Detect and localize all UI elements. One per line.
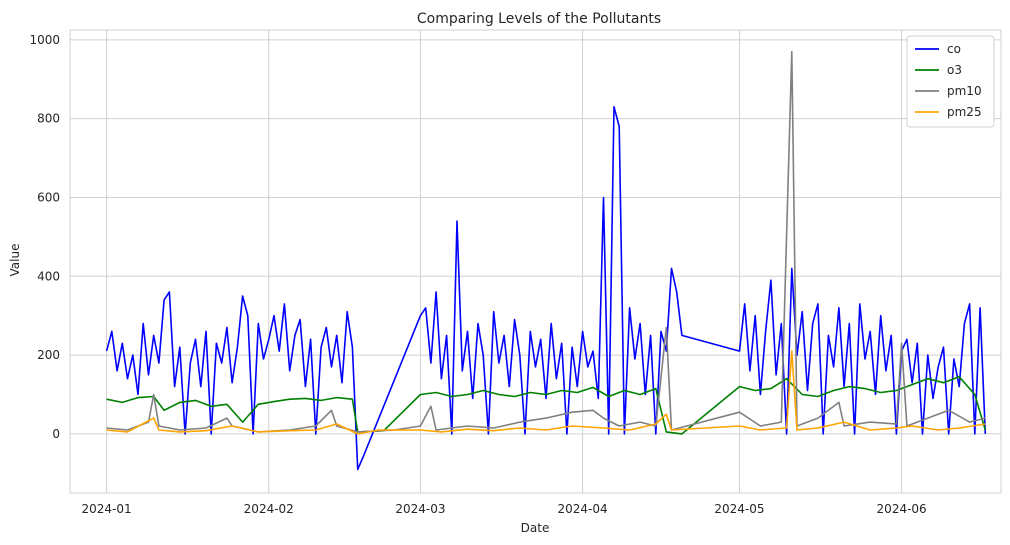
series-line-pm25 — [106, 350, 986, 435]
y-axis-title: Value — [8, 244, 22, 277]
series-line-o3 — [106, 375, 987, 435]
x-tick-label: 2024-01 — [82, 502, 132, 516]
x-tick-label: 2024-03 — [395, 502, 445, 516]
y-tick-label: 0 — [52, 427, 60, 441]
y-tick-label: 600 — [37, 190, 60, 204]
x-tick-label: 2024-04 — [558, 502, 608, 516]
x-axis-title: Date — [521, 521, 550, 535]
legend-label-pm25: pm25 — [947, 105, 982, 119]
chart-title: Comparing Levels of the Pollutants — [417, 11, 661, 27]
plot-area: 2024-01 2024-02 2024-03 2024-04 2024-05 2024-… — [29, 29, 1002, 516]
x-tick-label: 2024-02 — [244, 502, 294, 516]
chart-legend: co o3 pm10 pm25 — [906, 35, 995, 128]
x-tick-label: 2024-06 — [877, 502, 927, 516]
y-tick-label: 800 — [37, 112, 60, 126]
plot-frame — [69, 29, 1002, 494]
series-line-co — [105, 106, 987, 471]
legend-label-o3: o3 — [947, 63, 962, 77]
legend-box — [906, 35, 995, 128]
legend-label-co: co — [947, 42, 961, 56]
plot-background — [70, 30, 1001, 493]
y-tick-label: 1000 — [29, 33, 60, 47]
x-tick-label: 2024-05 — [714, 502, 764, 516]
legend-label-pm10: pm10 — [947, 84, 982, 98]
y-tick-label: 200 — [37, 348, 60, 362]
y-tick-label: 400 — [37, 269, 60, 283]
